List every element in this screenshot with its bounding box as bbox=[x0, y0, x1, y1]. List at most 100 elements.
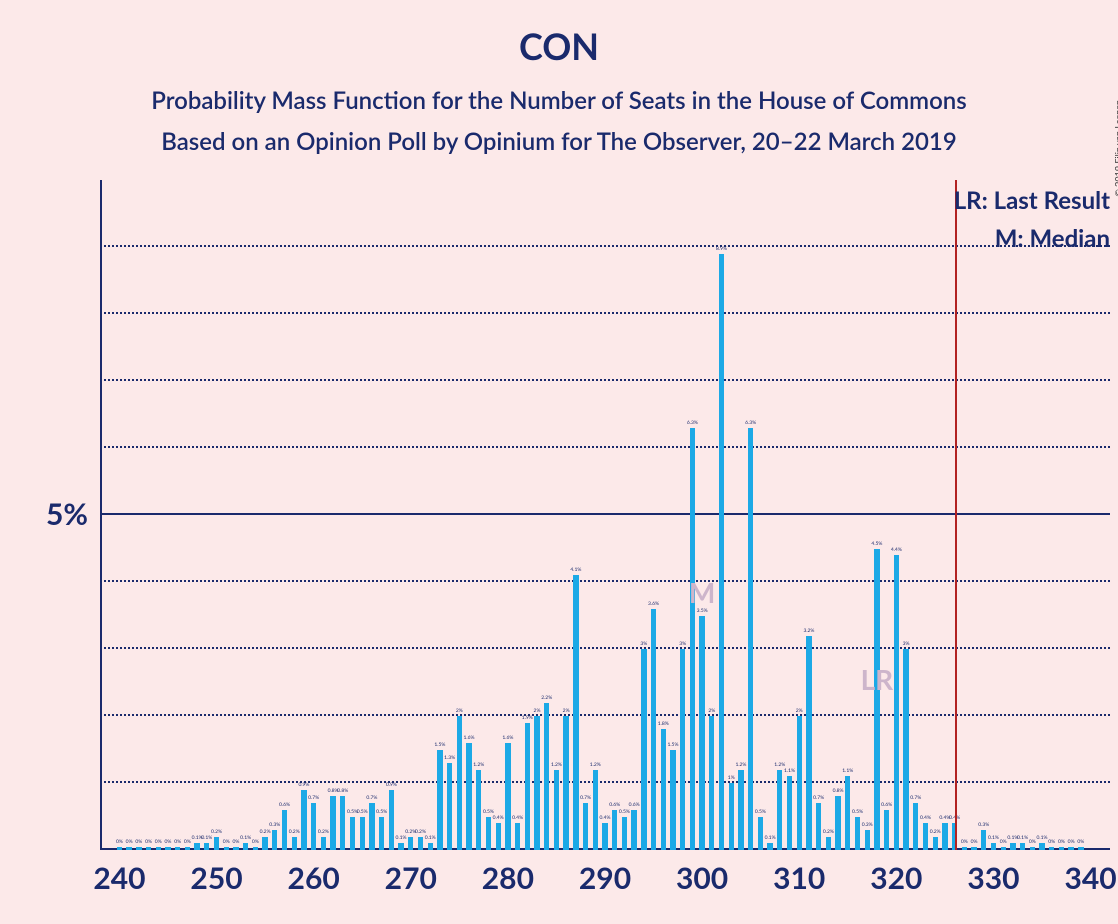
bar bbox=[1010, 843, 1015, 850]
bar-value-label: 0.9% bbox=[386, 782, 397, 788]
bar-value-label: 0.1% bbox=[1017, 835, 1028, 841]
bar bbox=[903, 649, 908, 850]
bar-value-label: 0.3% bbox=[978, 822, 989, 828]
bar bbox=[797, 716, 802, 850]
bar bbox=[661, 729, 666, 850]
bar-value-label: 0% bbox=[174, 839, 181, 845]
x-tick-label: 250 bbox=[190, 860, 242, 896]
bar-value-label: 0.7% bbox=[366, 795, 377, 801]
bar bbox=[855, 817, 860, 851]
bar-value-label: 0% bbox=[1077, 839, 1084, 845]
chart-subtitle-2: Based on an Opinion Poll by Opinium for … bbox=[0, 115, 1118, 156]
bar-value-label: 4.5% bbox=[871, 541, 882, 547]
bar bbox=[369, 803, 374, 850]
bar-value-label: 0% bbox=[232, 839, 239, 845]
bar-value-label: 1.2% bbox=[590, 762, 601, 768]
bar bbox=[933, 837, 938, 850]
chart-subtitle-1: Probability Mass Function for the Number… bbox=[0, 68, 1118, 115]
bar bbox=[379, 817, 384, 851]
bar-value-label: 1.1% bbox=[784, 768, 795, 774]
bar-value-label: 0.6% bbox=[609, 802, 620, 808]
gridline bbox=[100, 379, 1110, 381]
bar bbox=[699, 616, 704, 851]
bar-value-label: 8.9% bbox=[716, 246, 727, 252]
bar-value-label: 3% bbox=[679, 641, 686, 647]
bar-value-label: 4.4% bbox=[891, 547, 902, 553]
gridline bbox=[100, 513, 1110, 515]
bar bbox=[253, 847, 258, 850]
bar-value-label: 3% bbox=[640, 641, 647, 647]
x-tick-label: 300 bbox=[676, 860, 728, 896]
bar-value-label: 1.2% bbox=[473, 762, 484, 768]
gridline bbox=[100, 312, 1110, 314]
median-marker: M bbox=[689, 575, 715, 609]
bar-value-label: 0.5% bbox=[357, 809, 368, 815]
bar bbox=[602, 823, 607, 850]
bar-value-label: 3% bbox=[903, 641, 910, 647]
bar bbox=[1039, 843, 1044, 850]
bar-value-label: 0.7% bbox=[308, 795, 319, 801]
bar bbox=[767, 843, 772, 850]
bar-value-label: 0% bbox=[145, 839, 152, 845]
bar-value-label: 0.2% bbox=[318, 829, 329, 835]
bar-value-label: 0.1% bbox=[240, 835, 251, 841]
bar-value-label: 0% bbox=[116, 839, 123, 845]
bar bbox=[962, 847, 967, 850]
bar-value-label: 1.8% bbox=[658, 721, 669, 727]
bar-value-label: 2% bbox=[796, 708, 803, 714]
bar bbox=[185, 847, 190, 850]
bar bbox=[845, 776, 850, 850]
bar-value-label: 0.7% bbox=[813, 795, 824, 801]
bar bbox=[806, 636, 811, 850]
gridline bbox=[100, 647, 1110, 649]
gridline bbox=[100, 580, 1110, 582]
x-tick-label: 320 bbox=[870, 860, 922, 896]
bar-value-label: 0.1% bbox=[396, 835, 407, 841]
bar bbox=[282, 810, 287, 850]
bar-value-label: 0% bbox=[1048, 839, 1055, 845]
bar bbox=[428, 843, 433, 850]
bar bbox=[466, 743, 471, 850]
bar-value-label: 1.1% bbox=[842, 768, 853, 774]
bar bbox=[330, 796, 335, 850]
bar-value-label: 1.5% bbox=[434, 742, 445, 748]
bar bbox=[670, 750, 675, 851]
bar bbox=[233, 847, 238, 850]
bar bbox=[418, 837, 423, 850]
gridline bbox=[100, 714, 1110, 716]
bar-value-label: 0.4% bbox=[512, 815, 523, 821]
y-axis-label: 5% bbox=[46, 496, 88, 532]
x-tick-label: 330 bbox=[967, 860, 1019, 896]
bar-value-label: 2% bbox=[456, 708, 463, 714]
bar bbox=[690, 428, 695, 850]
bar-value-label: 1.2% bbox=[735, 762, 746, 768]
bar-value-label: 0.2% bbox=[415, 829, 426, 835]
bar bbox=[194, 843, 199, 850]
bar-value-label: 1.2% bbox=[551, 762, 562, 768]
bar-value-label: 1.6% bbox=[502, 735, 513, 741]
x-axis-ticks: 240250260270280290300310320330340 bbox=[100, 860, 1110, 900]
bar bbox=[262, 837, 267, 850]
bar bbox=[496, 823, 501, 850]
bar bbox=[398, 843, 403, 850]
bar bbox=[913, 803, 918, 850]
bar bbox=[583, 803, 588, 850]
bar bbox=[865, 830, 870, 850]
bar bbox=[719, 254, 724, 850]
x-tick-label: 260 bbox=[288, 860, 340, 896]
bar-value-label: 0.5% bbox=[852, 809, 863, 815]
bar-value-label: 0% bbox=[135, 839, 142, 845]
bar bbox=[631, 810, 636, 850]
bar-value-label: 0.1% bbox=[201, 835, 212, 841]
bar-value-label: 0.1% bbox=[1037, 835, 1048, 841]
bar-value-label: 0.5% bbox=[755, 809, 766, 815]
bar bbox=[1030, 847, 1035, 850]
bar bbox=[350, 817, 355, 851]
bar-value-label: 0.8% bbox=[337, 788, 348, 794]
last-result-marker: LR bbox=[861, 662, 894, 696]
gridline bbox=[100, 781, 1110, 783]
x-tick-label: 240 bbox=[93, 860, 145, 896]
bar bbox=[204, 843, 209, 850]
bar-value-label: 0.5% bbox=[619, 809, 630, 815]
bar-value-label: 2% bbox=[534, 708, 541, 714]
